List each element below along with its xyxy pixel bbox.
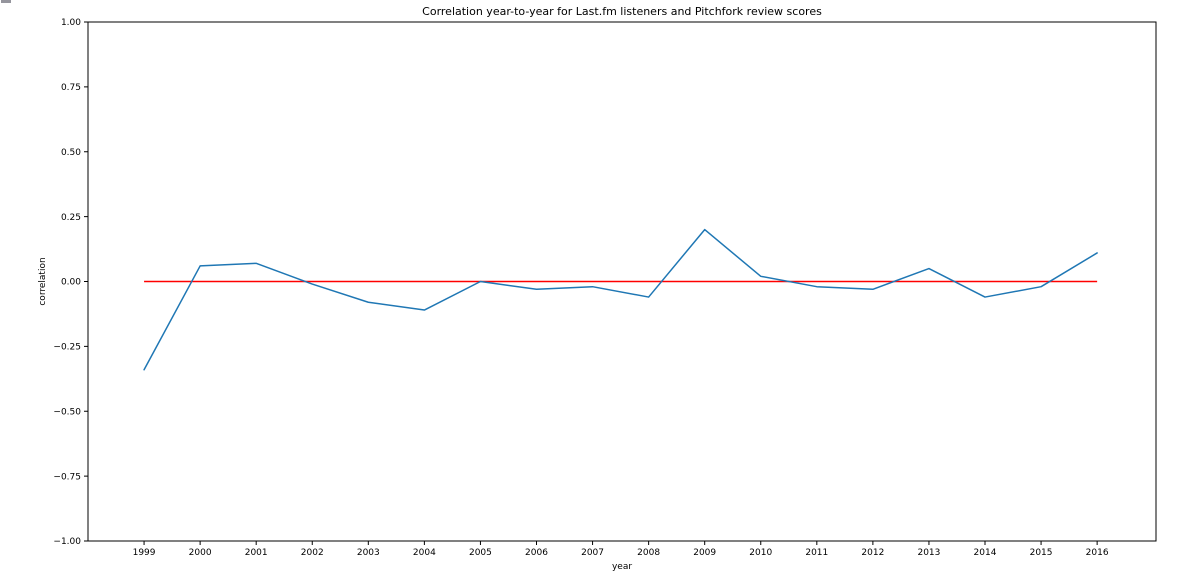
y-tick-label: −0.25 xyxy=(53,343,81,353)
window-fragment xyxy=(1,0,11,3)
y-tick-label: −1.00 xyxy=(53,537,81,547)
x-tick-label: 2012 xyxy=(861,548,884,558)
y-tick-label: 1.00 xyxy=(61,18,81,28)
y-tick-label: 0.50 xyxy=(61,148,81,158)
y-tick-label: 0.25 xyxy=(61,213,81,223)
axis-tick-layer: 1.00 0.75 0.50 0.25 0.00 −0.25 −0.50 −0.75 −1.00… xyxy=(53,18,1108,558)
x-tick-label: 2006 xyxy=(525,548,548,558)
y-tick-label: 0.00 xyxy=(61,278,81,288)
x-tick-label: 2005 xyxy=(469,548,492,558)
x-tick-label: 2016 xyxy=(1086,548,1109,558)
x-tick-label: 2004 xyxy=(413,548,436,558)
y-tick-label: −0.75 xyxy=(53,472,81,482)
x-tick-label: 2009 xyxy=(693,548,716,558)
x-tick-label: 2007 xyxy=(581,548,604,558)
y-tick-label: 0.75 xyxy=(61,83,81,93)
x-axis-label: year xyxy=(612,562,632,572)
x-tick-label: 2011 xyxy=(805,548,828,558)
x-tick-label: 1999 xyxy=(133,548,156,558)
x-tick-label: 2013 xyxy=(917,548,940,558)
y-tick-label: −0.50 xyxy=(53,407,81,417)
x-tick-label: 2008 xyxy=(637,548,660,558)
x-tick-label: 2001 xyxy=(245,548,268,558)
chart-title: Correlation year-to-year for Last.fm lis… xyxy=(422,5,822,18)
x-tick-label: 2015 xyxy=(1030,548,1053,558)
x-tick-label: 2002 xyxy=(301,548,324,558)
x-tick-label: 2003 xyxy=(357,548,380,558)
data-line-layer xyxy=(143,228,1098,371)
x-tick-label: 2010 xyxy=(749,548,772,558)
x-tick-label: 2014 xyxy=(974,548,997,558)
y-axis-label: correlation xyxy=(38,257,48,305)
correlation-series-line xyxy=(143,228,1098,371)
x-tick-label: 2000 xyxy=(189,548,212,558)
